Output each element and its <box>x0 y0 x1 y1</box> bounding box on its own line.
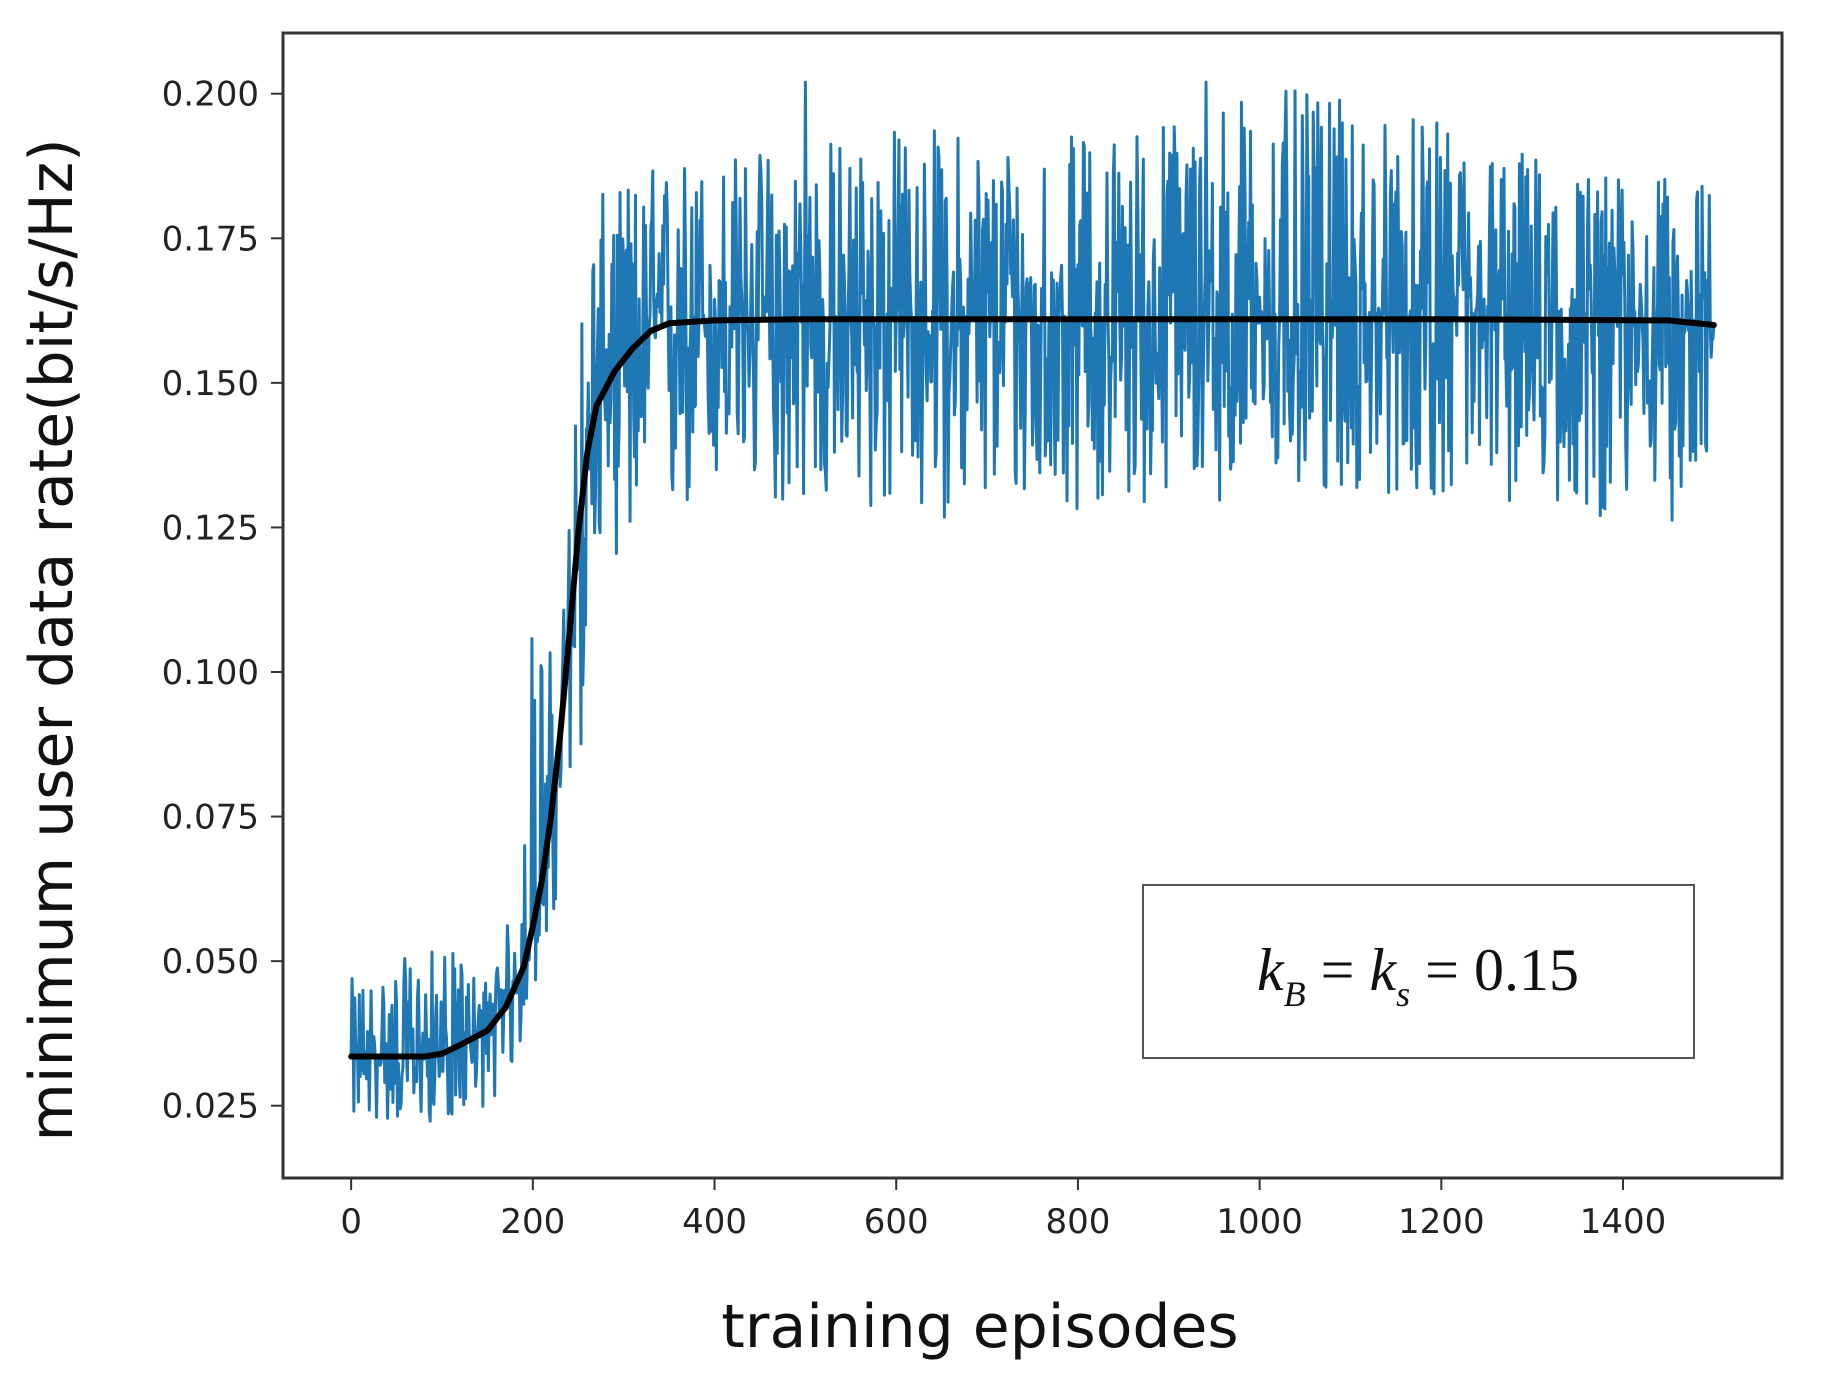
annotation-part: B <box>1284 974 1306 1014</box>
x-axis-label: training episodes <box>721 1292 1238 1362</box>
x-tick-label: 600 <box>864 1202 929 1242</box>
annotation-frame <box>1142 884 1695 1059</box>
x-tick-label: 800 <box>1045 1202 1110 1242</box>
x-tick-label: 1000 <box>1216 1202 1303 1242</box>
annotation-part: = <box>1306 937 1370 1003</box>
annotation-part: k <box>1257 937 1285 1003</box>
annotation-text: kB = ks = 0.15 <box>1257 937 1579 1014</box>
y-tick-label: 0.200 <box>162 75 259 115</box>
plot-frame <box>281 31 1784 1180</box>
annotation-part: k <box>1369 937 1397 1003</box>
y-tick-label: 0.100 <box>162 653 259 693</box>
y-tick-label: 0.150 <box>162 364 259 404</box>
series-layer <box>348 80 1717 1123</box>
y-tick-label: 0.050 <box>162 942 259 982</box>
x-tick-label: 400 <box>682 1202 747 1242</box>
annotation-part: s <box>1396 974 1410 1014</box>
x-tick-label: 0 <box>340 1202 362 1242</box>
smoothed-series-line <box>348 316 1717 1060</box>
x-tick-label: 200 <box>500 1202 565 1242</box>
y-tick-label: 0.125 <box>162 508 259 548</box>
annotation-part: = 0.15 <box>1410 937 1579 1003</box>
y-axis-label: minimum user data rate(bit/s/Hz) <box>17 138 87 1141</box>
x-tick-label: 1200 <box>1398 1202 1485 1242</box>
y-tick-label: 0.025 <box>162 1087 259 1127</box>
ticks-layer: 0 200 400 600 800 1000 1200 1400 0.025 0.050 0.075… <box>162 75 1667 1242</box>
annotation-box: kB = ks = 0.15 <box>1142 884 1695 1059</box>
y-tick-label: 0.075 <box>162 798 259 838</box>
x-tick-label: 1400 <box>1580 1202 1667 1242</box>
y-tick-label: 0.175 <box>162 219 259 259</box>
